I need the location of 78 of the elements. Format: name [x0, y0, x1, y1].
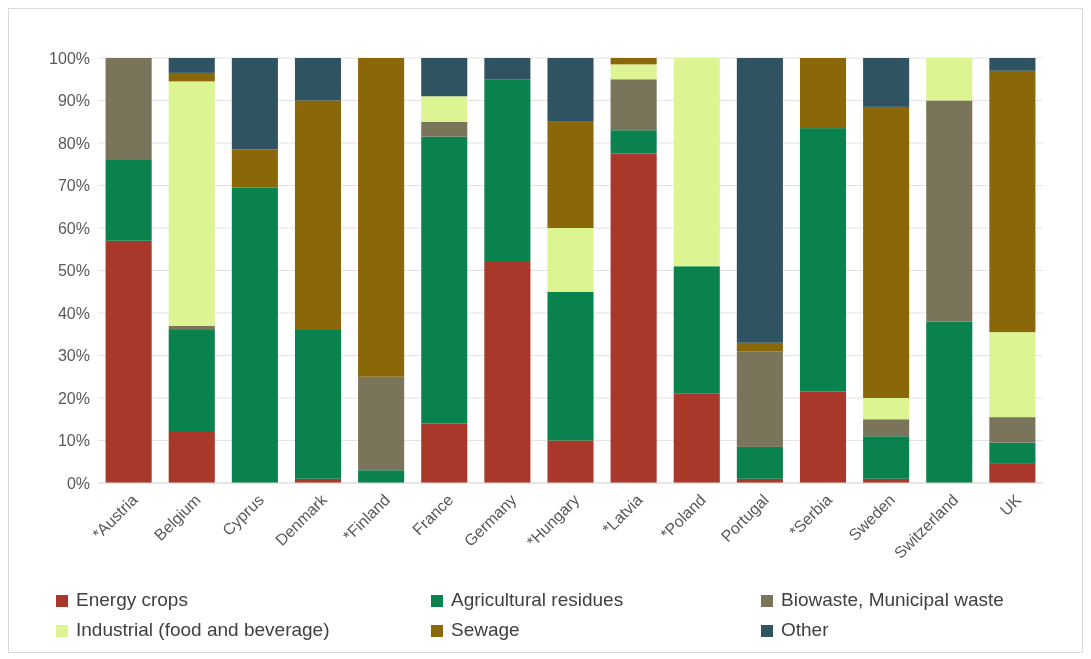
bar: [168, 72, 215, 82]
bar: [989, 58, 1036, 71]
bar: [421, 423, 468, 483]
bar: [799, 391, 847, 483]
bar: [484, 58, 531, 80]
bar: [484, 262, 531, 483]
bar: [799, 128, 847, 392]
bar: [168, 330, 215, 432]
bar: [231, 149, 278, 188]
y-tick-label: 80%: [57, 134, 90, 152]
bar: [421, 58, 468, 97]
bar: [926, 58, 973, 101]
bar: [484, 79, 531, 262]
bar: [105, 240, 152, 483]
x-tick-label: UK: [996, 490, 1025, 519]
y-tick-label: 0%: [66, 474, 90, 492]
bar: [547, 58, 594, 122]
bar: [547, 228, 594, 292]
y-tick-label: 10%: [57, 432, 90, 450]
bar: [421, 121, 468, 137]
bar: [926, 100, 973, 322]
bar: [610, 64, 657, 80]
bar: [168, 81, 215, 326]
legend-label: Agricultural residues: [451, 589, 624, 610]
bar: [989, 417, 1036, 443]
bar: [358, 470, 405, 483]
bar: [610, 58, 657, 65]
bar: [989, 442, 1036, 464]
legend-label: Biowaste, Municipal waste: [781, 589, 1004, 610]
bar: [547, 291, 594, 441]
bar: [168, 58, 215, 73]
bar: [168, 432, 215, 483]
legend-label: Energy crops: [76, 589, 188, 610]
bar: [673, 58, 720, 267]
bar: [989, 463, 1036, 483]
bar: [736, 351, 783, 447]
y-tick-label: 40%: [57, 304, 90, 322]
bar: [105, 58, 152, 160]
bar: [863, 436, 910, 479]
bar: [421, 136, 468, 424]
bar: [547, 121, 594, 228]
bar: [231, 58, 278, 150]
bar: [989, 332, 1036, 418]
bar: [799, 58, 847, 129]
bar: [673, 266, 720, 394]
bar: [673, 393, 720, 483]
y-tick-label: 60%: [57, 219, 90, 237]
bar: [358, 58, 405, 377]
legend-label: Other: [781, 619, 830, 640]
bar: [863, 398, 910, 420]
legend-label: Industrial (food and beverage): [76, 619, 330, 640]
bar: [863, 58, 910, 107]
bar: [610, 130, 657, 154]
bar: [926, 321, 973, 483]
bar: [168, 325, 215, 330]
bar: [736, 342, 783, 352]
bar: [863, 419, 910, 437]
legend-label: Sewage: [451, 619, 520, 640]
bar: [294, 330, 342, 479]
bar: [989, 70, 1036, 333]
bar: [736, 58, 783, 343]
bar: [863, 106, 910, 398]
y-tick-label: 20%: [57, 389, 90, 407]
y-tick-label: 30%: [57, 347, 90, 365]
y-tick-label: 90%: [57, 92, 90, 110]
bar: [547, 440, 594, 483]
y-tick-label: 50%: [57, 262, 90, 280]
y-tick-label: 70%: [57, 177, 90, 195]
bar: [358, 376, 405, 471]
y-tick-label: 100%: [49, 49, 90, 67]
bar: [610, 79, 657, 131]
bar: [294, 58, 342, 101]
bar: [294, 100, 342, 330]
bar: [421, 96, 468, 122]
bar: [231, 187, 278, 483]
bar: [736, 446, 783, 479]
bar: [105, 160, 152, 241]
bar: [610, 153, 657, 483]
